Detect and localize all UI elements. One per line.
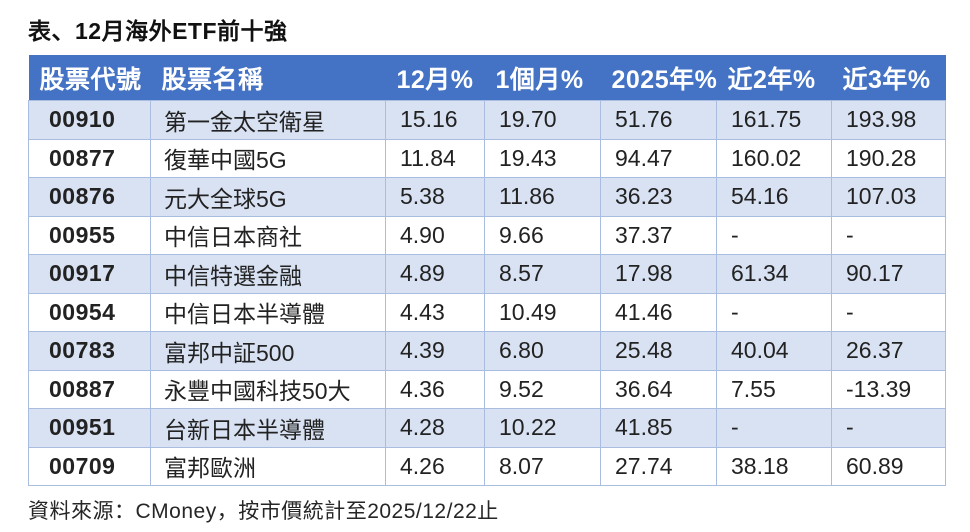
cell-value: 60.89 (831, 446, 946, 486)
table-row: 00887 永豐中國科技50大 4.36 9.52 36.64 7.55 -13.39 (28, 369, 946, 409)
cell-value: 36.64 (600, 369, 717, 409)
cell-value: 161.75 (716, 100, 832, 140)
cell-value: 40.04 (716, 331, 832, 371)
cell-value: 61.34 (716, 254, 832, 294)
column-header-5: 近2年% (716, 55, 832, 101)
cell-code: 00783 (28, 331, 151, 371)
table-body: 00910 第一金太空衛星 15.16 19.70 51.76 161.75 193.98 0… (28, 100, 946, 486)
cell-code: 00876 (28, 177, 151, 217)
column-header-6: 近3年% (831, 55, 946, 101)
table-row: 00910 第一金太空衛星 15.16 19.70 51.76 161.75 193.98 (28, 100, 946, 140)
cell-value: 4.90 (385, 215, 485, 255)
cell-code: 00954 (28, 292, 151, 332)
cell-value: 27.74 (600, 446, 717, 486)
cell-value: 17.98 (600, 254, 717, 294)
source-note: 資料來源：CMoney，按市價統計至2025/12/22止 (28, 500, 499, 523)
cell-value: 51.76 (600, 100, 717, 140)
column-header-3: 1個月% (484, 55, 601, 101)
cell-value: 7.55 (716, 369, 832, 409)
cell-code: 00910 (28, 100, 151, 140)
cell-value: 4.89 (385, 254, 485, 294)
cell-value: 4.36 (385, 369, 485, 409)
cell-value: 11.84 (385, 138, 485, 178)
cell-value: - (716, 408, 832, 448)
column-header-0: 股票代號 (28, 55, 151, 101)
table-row: 00951 台新日本半導體 4.28 10.22 41.85- - (28, 408, 946, 448)
cell-value: 90.17 (831, 254, 946, 294)
cell-value: 94.47 (600, 138, 717, 178)
cell-value: 11.86 (484, 177, 601, 217)
cell-value: 4.39 (385, 331, 485, 371)
table-row: 00955 中信日本商社 4.90 9.66 37.37- - (28, 215, 946, 255)
cell-value: 9.52 (484, 369, 601, 409)
cell-name: 永豐中國科技50大 (150, 369, 386, 409)
cell-value: - (716, 215, 832, 255)
cell-value: 19.70 (484, 100, 601, 140)
cell-value: 41.85 (600, 408, 717, 448)
cell-code: 00955 (28, 215, 151, 255)
cell-name: 復華中國5G (150, 138, 386, 178)
cell-value: 5.38 (385, 177, 485, 217)
table-row: 00954 中信日本半導體 4.43 10.49 41.46- - (28, 292, 946, 332)
cell-value: 107.03 (831, 177, 946, 217)
cell-value: 160.02 (716, 138, 832, 178)
table-row: 00917 中信特選金融 4.89 8.57 17.98 61.34 90.17 (28, 254, 946, 294)
cell-name: 中信日本商社 (150, 215, 386, 255)
cell-value: 10.22 (484, 408, 601, 448)
cell-value: -13.39 (831, 369, 946, 409)
header-row: 股票代號 股票名稱 12月% 1個月% 2025年% 近2年% 近3年% (28, 55, 946, 101)
page-title: 表、12月海外ETF前十強 (28, 18, 288, 44)
table-row: 00709 富邦歐洲 4.26 8.07 27.74 38.18 60.89 (28, 446, 946, 486)
cell-code: 00877 (28, 138, 151, 178)
cell-value: - (831, 408, 946, 448)
cell-value: 8.57 (484, 254, 601, 294)
cell-value: 193.98 (831, 100, 946, 140)
cell-value: 37.37 (600, 215, 717, 255)
cell-name: 台新日本半導體 (150, 408, 386, 448)
cell-value: 36.23 (600, 177, 717, 217)
cell-value: 26.37 (831, 331, 946, 371)
column-header-2: 12月% (385, 55, 485, 101)
column-header-1: 股票名稱 (150, 55, 386, 101)
cell-value: 9.66 (484, 215, 601, 255)
cell-value: 15.16 (385, 100, 485, 140)
table-row: 00783 富邦中証500 4.39 6.80 25.48 40.04 26.37 (28, 331, 946, 371)
cell-code: 00709 (28, 446, 151, 486)
cell-value: - (716, 292, 832, 332)
cell-value: 4.43 (385, 292, 485, 332)
cell-value: 38.18 (716, 446, 832, 486)
cell-value: 190.28 (831, 138, 946, 178)
table-header: 股票代號 股票名稱 12月% 1個月% 2025年% 近2年% 近3年% (28, 55, 946, 101)
column-header-4: 2025年% (600, 55, 717, 101)
cell-name: 中信日本半導體 (150, 292, 386, 332)
cell-name: 中信特選金融 (150, 254, 386, 294)
cell-value: 4.26 (385, 446, 485, 486)
cell-name: 富邦中証500 (150, 331, 386, 371)
cell-value: 19.43 (484, 138, 601, 178)
cell-value: 8.07 (484, 446, 601, 486)
cell-name: 富邦歐洲 (150, 446, 386, 486)
table-row: 00876 元大全球5G 5.38 11.86 36.23 54.16 107.03 (28, 177, 946, 217)
cell-name: 第一金太空衛星 (150, 100, 386, 140)
cell-value: 10.49 (484, 292, 601, 332)
cell-code: 00887 (28, 369, 151, 409)
table-row: 00877 復華中國5G 11.84 19.43 94.47 160.02 190.28 (28, 138, 946, 178)
cell-value: - (831, 215, 946, 255)
cell-value: 54.16 (716, 177, 832, 217)
cell-value: 25.48 (600, 331, 717, 371)
cell-value: - (831, 292, 946, 332)
cell-name: 元大全球5G (150, 177, 386, 217)
cell-value: 6.80 (484, 331, 601, 371)
cell-value: 41.46 (600, 292, 717, 332)
cell-code: 00951 (28, 408, 151, 448)
cell-code: 00917 (28, 254, 151, 294)
etf-table: 股票代號 股票名稱 12月% 1個月% 2025年% 近2年% 近3年% 00910 第一金太… (28, 55, 946, 486)
cell-value: 4.28 (385, 408, 485, 448)
